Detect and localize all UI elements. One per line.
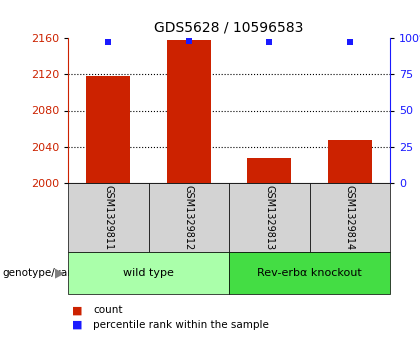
Text: GSM1329813: GSM1329813	[264, 185, 274, 250]
Text: Rev-erbα knockout: Rev-erbα knockout	[257, 268, 362, 278]
Bar	[247, 158, 291, 183]
Text: ■: ■	[72, 305, 83, 315]
Bar	[167, 40, 211, 183]
Text: GSM1329811: GSM1329811	[103, 185, 113, 250]
Text: count: count	[93, 305, 123, 315]
Bar	[328, 140, 372, 183]
Text: wild type: wild type	[123, 268, 174, 278]
Text: ■: ■	[72, 320, 83, 330]
Text: genotype/variation: genotype/variation	[2, 268, 101, 278]
Bar	[86, 76, 130, 183]
Text: percentile rank within the sample: percentile rank within the sample	[93, 320, 269, 330]
Text: GSM1329814: GSM1329814	[345, 185, 355, 250]
Text: ▶: ▶	[55, 266, 64, 280]
Title: GDS5628 / 10596583: GDS5628 / 10596583	[154, 20, 304, 34]
Text: GSM1329812: GSM1329812	[184, 185, 194, 250]
